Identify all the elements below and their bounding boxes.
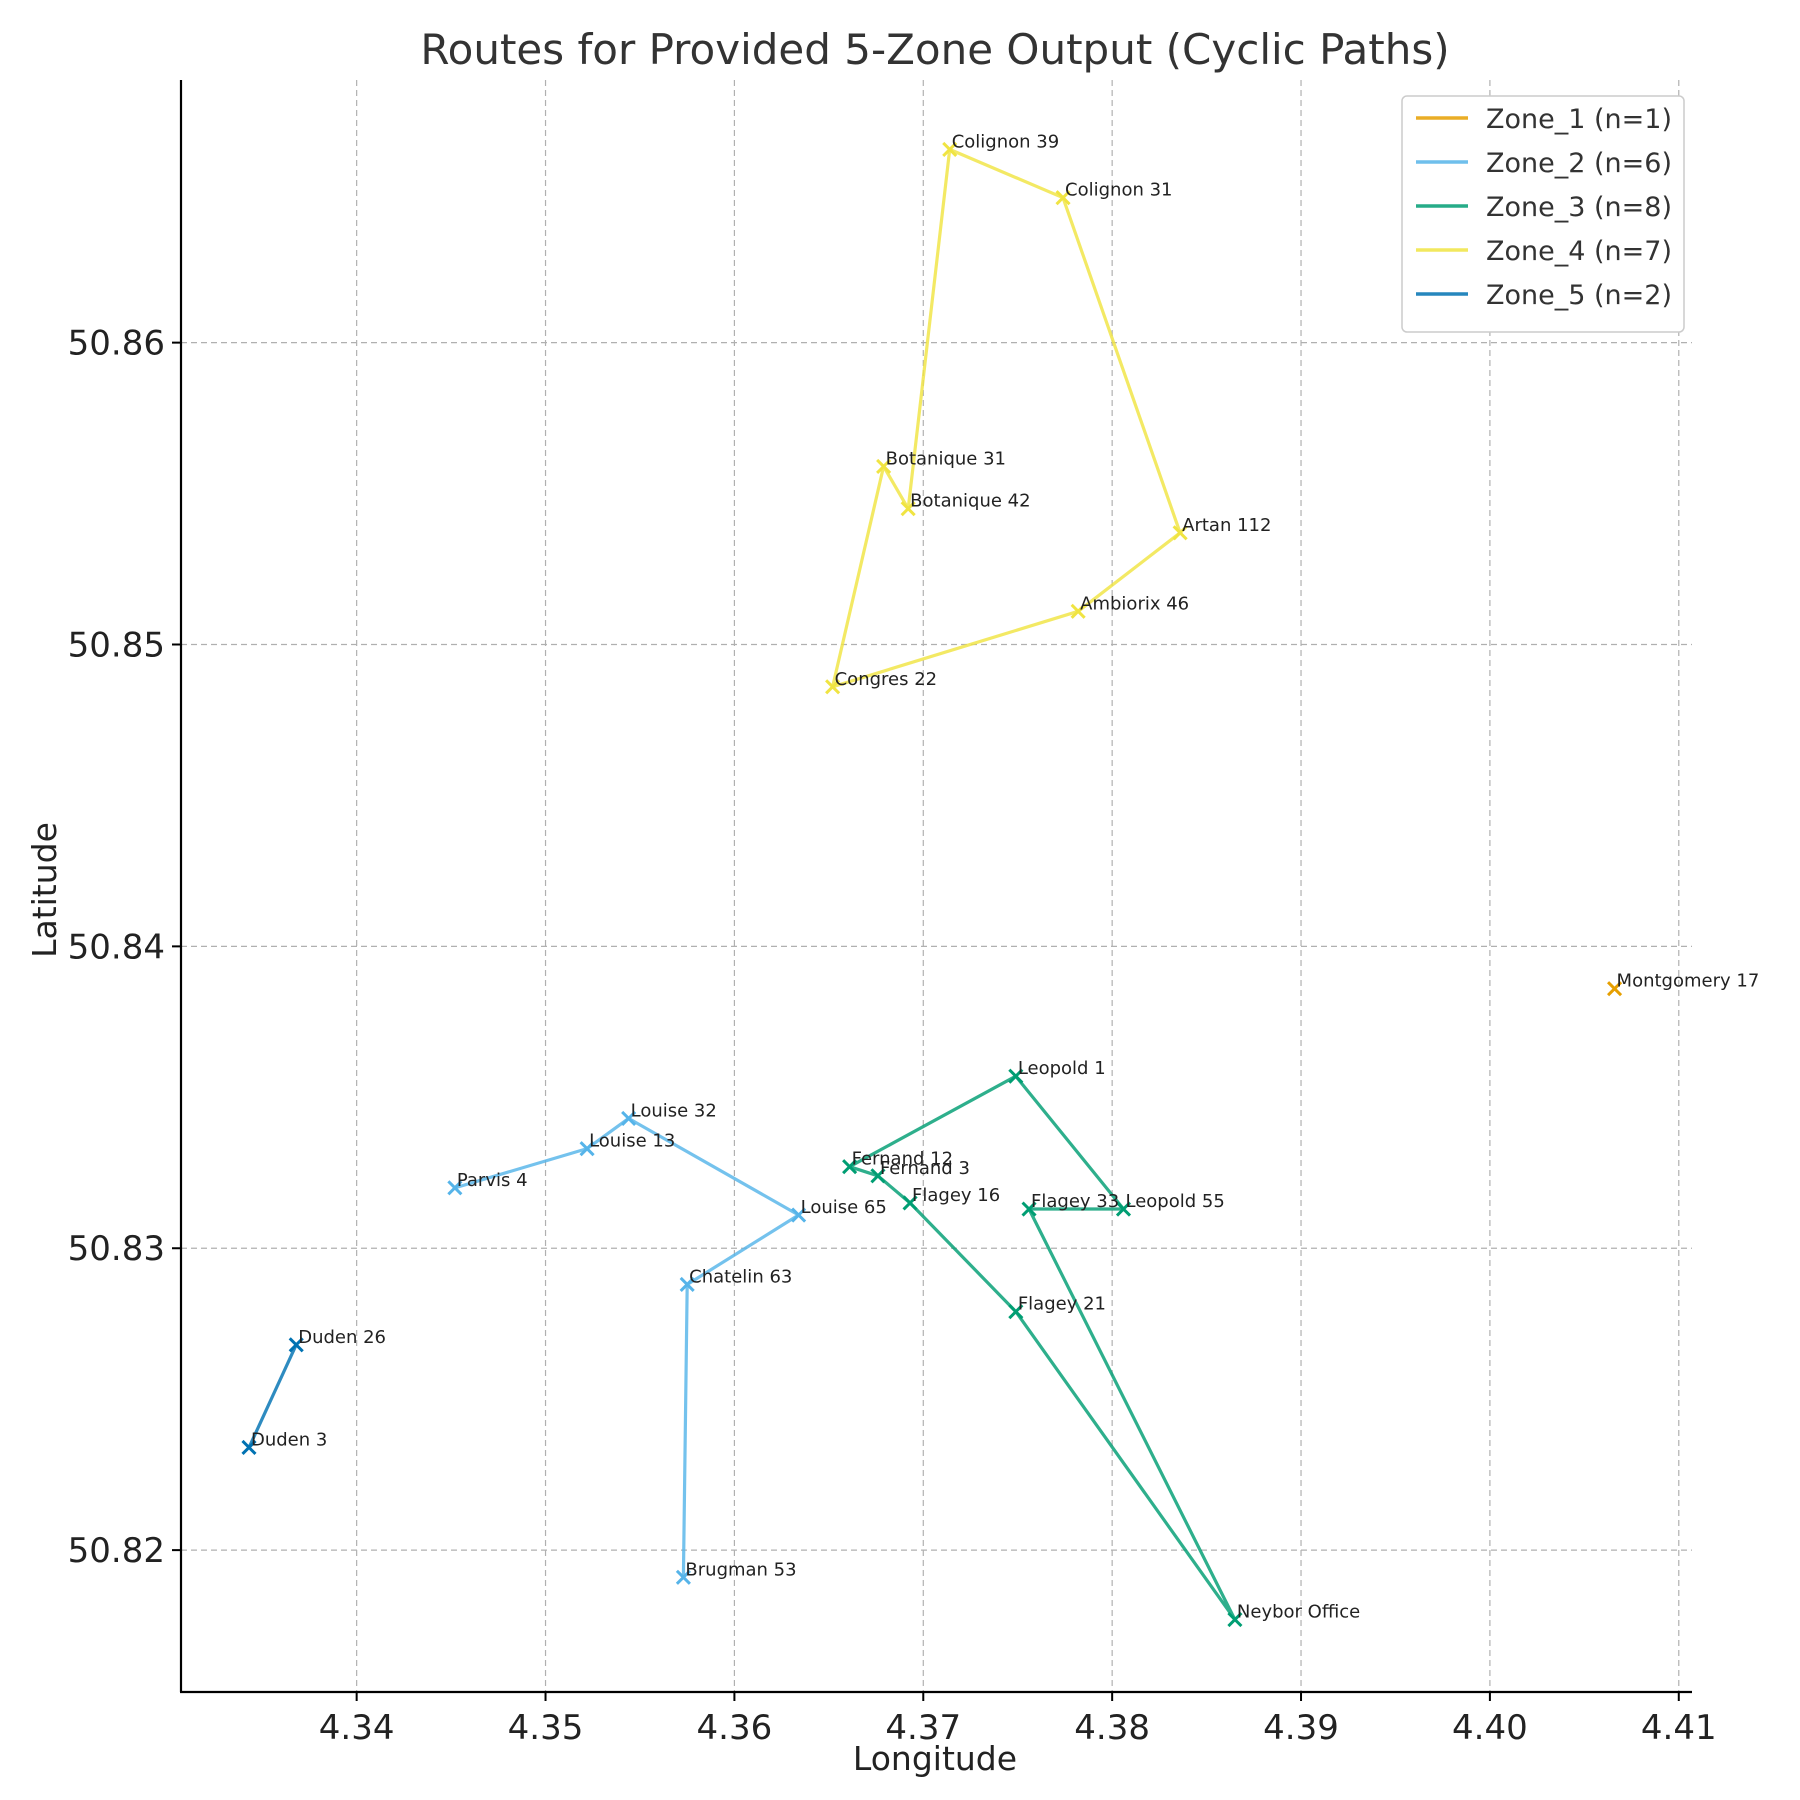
point-marker [1070, 603, 1086, 619]
point-marker [1172, 525, 1188, 541]
point-marker [876, 458, 892, 474]
point-marker [675, 1569, 691, 1585]
x-tick-label: 4.39 [1263, 1708, 1339, 1748]
point-marker [241, 1439, 257, 1456]
series-layer: Montgomery 17 Parvis 4 Louise 13 Louise 32 L… [241, 131, 1760, 1628]
point-label: Colignon 31 [1065, 180, 1172, 201]
point-label: Ambiorix 46 [1080, 593, 1189, 614]
point-label: Fernand 3 [880, 1158, 970, 1179]
point-marker [679, 1276, 695, 1293]
x-tick-label: 4.37 [885, 1708, 961, 1748]
point-label: Brugman 53 [685, 1559, 796, 1580]
point-label: Flagey 21 [1018, 1294, 1106, 1315]
x-tick-label: 4.40 [1452, 1708, 1528, 1748]
point-marker [900, 501, 916, 517]
point-marker [791, 1207, 807, 1223]
point-label: Louise 65 [801, 1197, 887, 1218]
point-marker [579, 1141, 595, 1157]
point-marker [870, 1168, 886, 1184]
series-4: Congres 22 Ambiorix 46 Artan 112 Colignon 3… [825, 131, 1271, 695]
point-label: Fernand 12 [852, 1149, 953, 1170]
x-tick-label: 4.36 [697, 1708, 773, 1748]
point-label: Duden 3 [251, 1429, 327, 1450]
point-label: Colignon 39 [952, 131, 1059, 152]
legend: Zone_1 (n=1) Zone_2 (n=6) Zone_3 (n=8) Zone… [1401, 95, 1685, 333]
legend-entry: Zone_3 (n=8) [1486, 192, 1672, 223]
point-marker [1227, 1611, 1243, 1628]
x-tick-label: 4.38 [1074, 1708, 1150, 1748]
legend-entry: Zone_4 (n=7) [1486, 236, 1672, 267]
legend-entry: Zone_2 (n=6) [1486, 148, 1672, 179]
point-label: Botanique 31 [886, 448, 1006, 469]
chart-title: Routes for Provided 5-Zone Output (Cycli… [420, 25, 1449, 74]
point-marker [1008, 1068, 1024, 1084]
point-label: Louise 13 [589, 1131, 675, 1152]
y-tick-label: 50.84 [68, 927, 165, 967]
point-marker [902, 1195, 918, 1211]
y-tick-label: 50.85 [68, 626, 165, 666]
route-line [454, 1116, 801, 1578]
point-label: Artan 112 [1182, 515, 1271, 536]
point-label: Leopold 1 [1018, 1058, 1106, 1079]
y-tick-label: 50.82 [68, 1531, 165, 1571]
x-tick-label: 4.41 [1641, 1708, 1717, 1748]
point-marker [1021, 1201, 1037, 1217]
ticks: 4.34 4.35 4.36 4.37 4.38 4.39 4.40 4.41 50.82 50.… [68, 324, 1717, 1748]
point-marker [621, 1110, 637, 1127]
point-marker [447, 1180, 463, 1196]
y-tick-label: 50.83 [68, 1229, 165, 1269]
point-marker [1055, 190, 1071, 206]
series-1: Montgomery 17 [1606, 971, 1760, 997]
series-5: Duden 3 Duden 26 [241, 1327, 386, 1456]
point-label: Flagey 16 [912, 1185, 1000, 1206]
series-2: Parvis 4 Louise 13 Louise 32 Louise 65 Chate… [447, 1100, 887, 1585]
point-label: Montgomery 17 [1617, 971, 1760, 992]
point-marker [1115, 1201, 1132, 1217]
legend-box [1401, 95, 1685, 333]
point-label: Duden 26 [298, 1327, 386, 1348]
point-marker [288, 1337, 304, 1353]
route-line [247, 1344, 298, 1449]
point-label: Congres 22 [835, 669, 938, 690]
point-label: Flagey 33 [1031, 1191, 1119, 1212]
point-label: Parvis 4 [457, 1170, 528, 1191]
x-axis-label: Longitude [853, 1739, 1017, 1778]
point-marker [1008, 1304, 1024, 1320]
point-label: Neybor Office [1237, 1602, 1360, 1623]
axes [179, 80, 1692, 1694]
route-line [831, 147, 1182, 689]
point-label: Chatelin 63 [689, 1266, 792, 1287]
y-tick-label: 50.86 [68, 324, 165, 364]
x-tick-label: 4.35 [508, 1708, 584, 1748]
grid [181, 80, 1692, 1692]
point-label: Louise 32 [631, 1100, 717, 1121]
legend-entry: Zone_5 (n=2) [1486, 280, 1672, 311]
point-label: Leopold 55 [1125, 1191, 1224, 1212]
x-tick-label: 4.34 [319, 1708, 395, 1748]
point-label: Botanique 42 [910, 491, 1030, 512]
point-marker [1606, 981, 1623, 997]
point-marker [825, 679, 841, 695]
point-marker [842, 1159, 858, 1175]
series-3: Neybor Office Flagey 21 Flagey 16 Fernand 3… [842, 1058, 1360, 1628]
point-marker [942, 141, 958, 157]
y-axis-label: Latitude [25, 822, 64, 958]
legend-entry: Zone_1 (n=1) [1486, 104, 1672, 135]
